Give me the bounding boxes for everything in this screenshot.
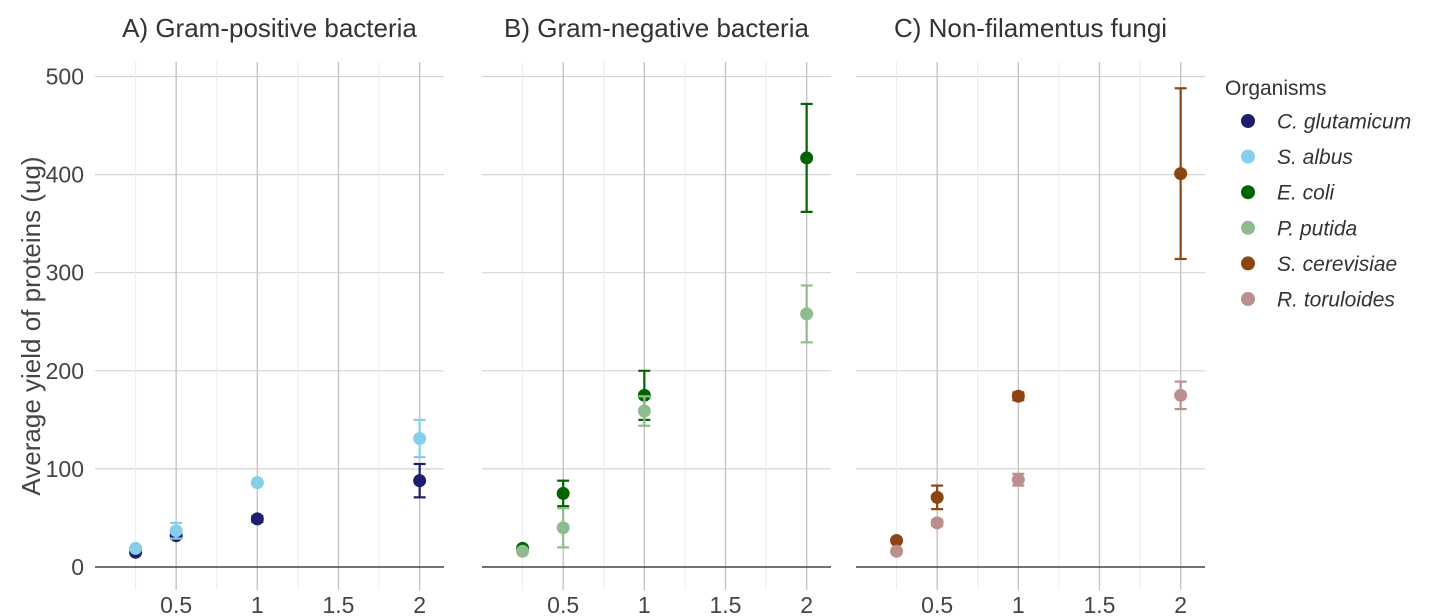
legend-label: S. cerevisiae	[1277, 253, 1397, 276]
data-point	[1174, 167, 1188, 181]
series-s-cerevisiae	[890, 87, 1188, 548]
y-tick-label-1: 100	[46, 456, 84, 482]
x-tick-label: 2	[1174, 592, 1187, 616]
y-axis-title: Average yield of proteins (ug)	[16, 156, 46, 495]
data-point	[413, 474, 427, 488]
x-tick-label: 2	[413, 592, 426, 616]
y-tick-label-4: 400	[46, 162, 84, 188]
x-tick-label: 1.5	[1083, 592, 1115, 616]
data-point	[637, 404, 651, 418]
series-r-toruloides	[890, 380, 1188, 558]
data-point	[556, 486, 570, 500]
legend-label: R. toruloides	[1277, 289, 1395, 312]
y-tick-label-0: 0	[71, 554, 84, 580]
data-point	[800, 307, 814, 321]
legend-label: E. coli	[1277, 182, 1336, 205]
data-point	[250, 512, 264, 526]
panel-3: C) Non-filamentus fungi 0.5 1 1.5 2	[856, 13, 1205, 616]
series-e-coli	[516, 102, 814, 555]
legend-item: S. albus	[1241, 146, 1353, 169]
legend-title: Organisms	[1225, 77, 1327, 100]
data-point	[890, 544, 904, 558]
legend-marker	[1241, 114, 1255, 128]
x-tick-label: 0.5	[160, 592, 192, 616]
data-point	[413, 431, 427, 445]
data-point	[129, 541, 143, 555]
x-tick-label: 1.5	[322, 592, 354, 616]
x-tick-label: 2	[800, 592, 813, 616]
panel-title: C) Non-filamentus fungi	[894, 13, 1167, 43]
legend-marker	[1241, 292, 1255, 306]
legend-label: S. albus	[1277, 146, 1353, 169]
data-point	[1011, 473, 1025, 487]
data-point	[800, 151, 814, 165]
legend-item: C. glutamicum	[1241, 111, 1411, 134]
legend-marker	[1241, 256, 1255, 271]
data-point	[169, 524, 183, 538]
panel-1: A) Gram-positive bacteria 0.5 1 1.5 2	[95, 13, 444, 616]
legend-marker	[1241, 185, 1255, 200]
series-p-putida	[516, 284, 814, 558]
x-tick-label: 0.5	[921, 592, 953, 616]
x-tick-label: 1	[1012, 592, 1025, 616]
legend-item: R. toruloides	[1241, 289, 1395, 312]
panel-title: B) Gram-negative bacteria	[504, 13, 809, 43]
series-s-albus	[129, 418, 427, 555]
y-tick-label-3: 300	[46, 260, 84, 286]
legend-label: P. putida	[1277, 217, 1357, 240]
legend-label: C. glutamicum	[1277, 111, 1411, 134]
data-point	[516, 544, 530, 558]
data-point	[1011, 389, 1025, 403]
legend-item: S. cerevisiae	[1241, 253, 1397, 276]
x-tick-label: 1	[251, 592, 264, 616]
panel-title: A) Gram-positive bacteria	[122, 13, 417, 43]
data-point	[930, 516, 944, 530]
data-point	[930, 490, 944, 504]
data-point	[250, 476, 264, 490]
data-point	[556, 521, 570, 535]
x-tick-label: 0.5	[547, 592, 579, 616]
y-tick-label-5: 500	[46, 64, 84, 90]
panel-2: B) Gram-negative bacteria 0.5 1 1.5 2	[482, 13, 831, 616]
legend-item: E. coli	[1241, 182, 1336, 205]
legend-item: P. putida	[1241, 217, 1357, 240]
y-tick-label-2: 200	[46, 358, 84, 384]
legend: Organisms C. glutamicum S. albus E. coli P. …	[1225, 77, 1411, 312]
x-tick-label: 1.5	[709, 592, 741, 616]
legend-marker	[1241, 149, 1255, 164]
x-tick-label: 1	[638, 592, 651, 616]
data-point	[890, 534, 904, 548]
data-point	[1174, 388, 1188, 402]
legend-marker	[1241, 220, 1255, 235]
series-c-glutamicum	[129, 462, 427, 559]
